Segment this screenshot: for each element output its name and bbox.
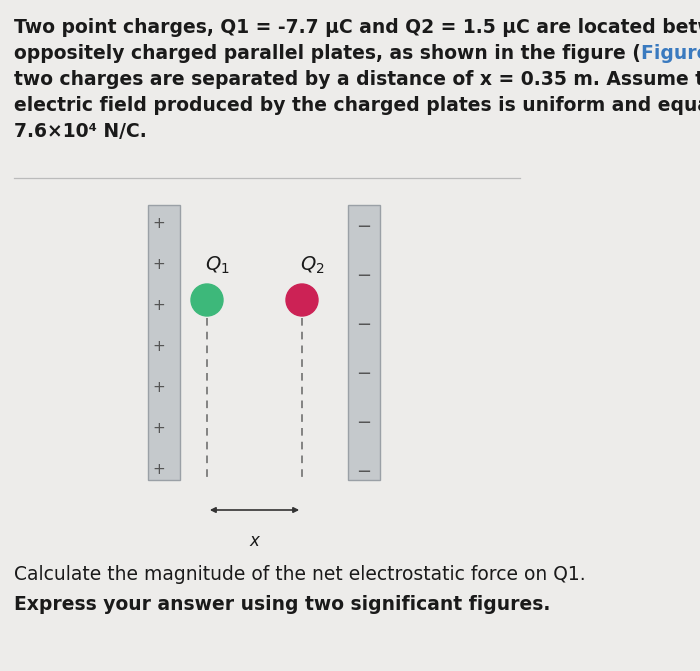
Text: −: − <box>356 267 372 285</box>
Text: +: + <box>153 380 166 395</box>
Text: $Q_1$: $Q_1$ <box>205 255 230 276</box>
Text: +: + <box>153 215 166 231</box>
Text: 7.6×10⁴ N/C.: 7.6×10⁴ N/C. <box>14 122 147 141</box>
Text: −: − <box>356 218 372 236</box>
Text: Figure 1: Figure 1 <box>641 44 700 63</box>
Text: −: − <box>356 316 372 334</box>
Text: Express your answer using two significant figures.: Express your answer using two significan… <box>14 595 550 614</box>
Text: oppositely charged parallel plates, as shown in the figure (: oppositely charged parallel plates, as s… <box>14 44 641 63</box>
Text: $Q_2$: $Q_2$ <box>300 255 325 276</box>
Text: +: + <box>153 462 166 478</box>
Text: +: + <box>153 421 166 436</box>
Text: Calculate the magnitude of the net electrostatic force on Q1.: Calculate the magnitude of the net elect… <box>14 565 586 584</box>
Text: +: + <box>153 339 166 354</box>
Text: −: − <box>356 365 372 383</box>
Text: electric field produced by the charged plates is uniform and equal to E =: electric field produced by the charged p… <box>14 96 700 115</box>
Circle shape <box>191 284 223 316</box>
Text: $x$: $x$ <box>248 532 261 550</box>
Text: Two point charges, Q1 = -7.7 μC and Q2 = 1.5 μC are located between two: Two point charges, Q1 = -7.7 μC and Q2 =… <box>14 18 700 37</box>
Circle shape <box>286 284 318 316</box>
Bar <box>148 205 180 480</box>
Text: −: − <box>356 414 372 432</box>
Bar <box>348 205 380 480</box>
Text: two charges are separated by a distance of x = 0.35 m. Assume that the: two charges are separated by a distance … <box>14 70 700 89</box>
Text: −: − <box>356 463 372 481</box>
Text: +: + <box>153 298 166 313</box>
Text: +: + <box>153 257 166 272</box>
